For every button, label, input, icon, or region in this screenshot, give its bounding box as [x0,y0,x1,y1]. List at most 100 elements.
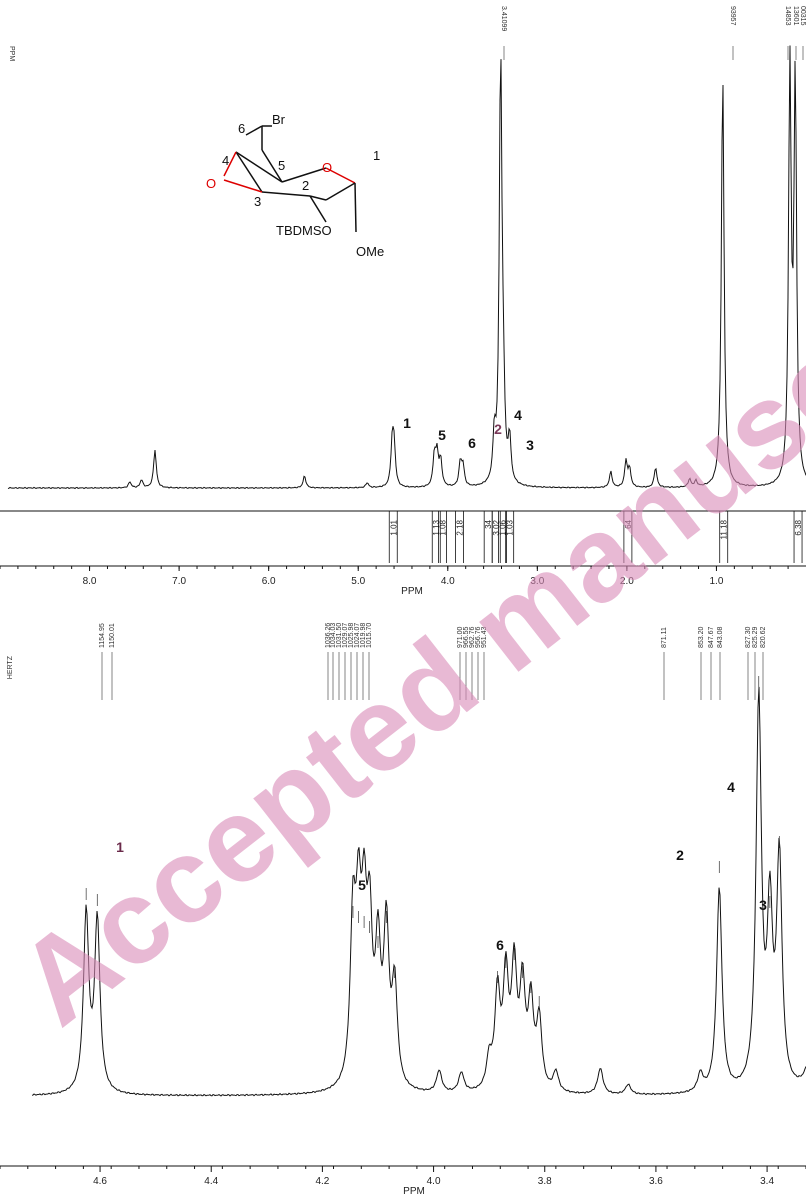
integral-value: 1.03 [506,519,515,535]
x-tick-label: 8.0 [83,576,97,587]
hertz-label: HERTZ [7,655,14,679]
integral-value: 1.06 [499,519,508,535]
hertz-value: 1150.01 [109,623,116,648]
atom-label-5: 5 [278,158,285,173]
hertz-value: 825.29 [752,626,759,648]
peak-label-5: 5 [358,877,366,893]
hertz-value: 971.00 [457,626,464,648]
hertz-value: 1036.26 [325,623,332,648]
atom-label-6: 6 [238,121,245,136]
peak-markers [85,676,780,1008]
full-spectrum-panel: PPM 3.41099 93957 14853 13601 00315 1.01 1.13… [0,6,806,597]
integral-value: 1.01 [389,519,398,535]
spectrum-trace-expansion [31,686,806,1097]
integral-value: 11.18 [720,519,729,539]
shift-label: 00315 [799,6,806,26]
shift-label: 13601 [792,6,799,26]
peak-label-1: 1 [403,415,411,431]
bond [309,195,327,223]
molecule-structure: 6 Br 4 5 O 2 1 O 3 TBDMSO OMe [206,112,384,259]
atom-label-tbdmso: TBDMSO [276,223,332,238]
hertz-value: 1015.70 [366,623,373,648]
x-tick-label: 4.0 [441,576,455,587]
x-axis-label-top: PPM [401,586,423,597]
x-tick-label: 3.6 [649,1176,663,1187]
bond [325,167,356,184]
hertz-value: 1034.03 [330,623,337,648]
integral-value: 3.02 [492,519,501,535]
hertz-value: 956.76 [475,626,482,648]
hertz-value: 966.55 [463,626,470,648]
x-tick-label: 4.0 [427,1176,441,1187]
x-tick-label: 7.0 [172,576,186,587]
atom-label-3: 3 [254,194,261,209]
bond [261,149,283,183]
x-tick-label: 4.4 [204,1176,218,1187]
x-tick-label: 4.6 [93,1176,107,1187]
bond [235,151,263,193]
bond [309,195,327,201]
bond [261,191,311,197]
hertz-value: 1029.07 [342,623,349,648]
x-tick-label: 3.4 [760,1176,774,1187]
bond [223,179,263,193]
peak-label-2: 2 [494,421,502,437]
bond [235,151,283,183]
shift-label: 3.41099 [500,6,507,31]
shift-labels-top: 3.41099 93957 14853 13601 00315 [500,6,806,60]
watermark-text: Accepted manuscript [0,194,806,1051]
hertz-value: 1031.50 [336,623,343,648]
shift-label: 93957 [729,6,736,26]
peak-labels-top: 1 5 6 243 [403,407,534,453]
x-tick-label: 2.0 [620,576,634,587]
atom-label-ring-o: O [322,160,332,175]
peak-label-6: 6 [496,937,504,953]
atom-label-epoxide-o: O [206,176,216,191]
hertz-value: 962.76 [469,626,476,648]
hertz-value: 827.30 [745,626,752,648]
peak-label-4: 4 [514,407,522,423]
x-tick-label: 3.8 [538,1176,552,1187]
hertz-value: 871.11 [661,627,668,648]
hertz-value: 847.67 [708,626,715,648]
peak-label-5: 5 [438,427,446,443]
atom-label-2: 2 [302,178,309,193]
peak-label-3: 3 [526,437,534,453]
hertz-value: 1024.07 [354,623,361,648]
peak-label-6: 6 [468,435,476,451]
peak-label-1: 1 [116,839,124,855]
atom-label-ome: OMe [356,244,384,259]
integral-value: 1.08 [439,519,448,535]
hertz-value: 853.20 [698,626,705,648]
integral-value: 1.13 [432,519,441,535]
hertz-value: 951.43 [481,626,488,648]
left-axis-label: PPM [8,46,15,61]
x-tick-label: 5.0 [351,576,365,587]
shift-label: 14853 [784,6,791,26]
peak-labels-bottom: 1 5 6 2 4 3 [116,779,767,953]
atom-label-br: Br [272,112,286,127]
x-ticks-bottom: 4.6 4.4 4.2 4.0 3.8 3.6 3.4 [0,1166,806,1187]
x-tick-label: 1.0 [709,576,723,587]
peak-label-3: 3 [759,897,767,913]
hertz-value: 1019.98 [360,623,367,648]
bond [245,125,263,136]
integral-value: 64 [624,519,633,528]
hertz-value: 843.08 [717,626,724,648]
hertz-value: 1025.98 [348,623,355,648]
peak-label-2: 2 [676,847,684,863]
bond [281,167,327,183]
peak-label-4: 4 [727,779,735,795]
hertz-value: 1154.95 [99,623,106,648]
x-tick-label: 4.2 [315,1176,329,1187]
x-axis-label-bottom: PPM [403,1186,425,1196]
hertz-value: 820.62 [760,626,767,648]
integral-value: 6.38 [794,519,803,535]
atom-label-4: 4 [222,153,229,168]
bond [223,151,237,177]
x-tick-label: 6.0 [262,576,276,587]
x-ticks-top: 8.0 7.0 6.0 5.0 4.0 3.0 2.0 1.0 [0,566,789,587]
